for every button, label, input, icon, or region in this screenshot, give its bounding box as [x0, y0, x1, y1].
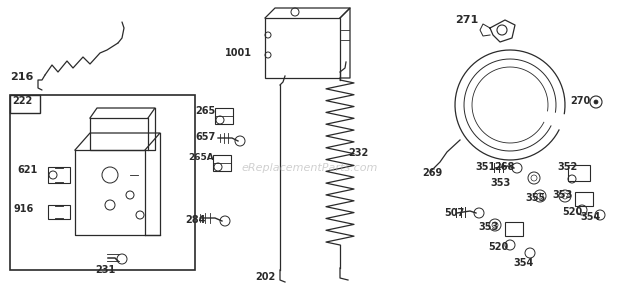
Bar — [213, 155, 231, 171]
Text: 216: 216 — [10, 72, 33, 82]
Text: 520: 520 — [488, 242, 508, 252]
Bar — [568, 165, 590, 181]
Text: 202: 202 — [255, 272, 275, 282]
Text: 232: 232 — [348, 148, 368, 158]
Bar — [10, 95, 40, 113]
Bar — [505, 222, 523, 236]
Circle shape — [594, 100, 598, 104]
Text: 353: 353 — [490, 178, 510, 188]
Text: 352: 352 — [557, 162, 577, 172]
Text: 507: 507 — [444, 208, 464, 218]
Text: 222: 222 — [12, 96, 32, 106]
Text: 284: 284 — [185, 215, 205, 225]
Bar — [215, 108, 233, 124]
Text: 265: 265 — [195, 106, 215, 116]
Text: 657: 657 — [195, 132, 215, 142]
Text: 353: 353 — [478, 222, 498, 232]
Bar — [265, 18, 340, 78]
Bar — [575, 192, 593, 206]
Text: 270: 270 — [570, 96, 590, 106]
Text: 354: 354 — [513, 258, 533, 268]
Text: 621: 621 — [17, 165, 37, 175]
Text: 231: 231 — [95, 265, 115, 275]
Text: 268: 268 — [494, 162, 515, 172]
Text: 271: 271 — [455, 15, 478, 25]
Text: 1001: 1001 — [225, 48, 252, 58]
Text: 265A: 265A — [188, 153, 214, 162]
Text: 355: 355 — [525, 193, 545, 203]
Text: 269: 269 — [422, 168, 442, 178]
Bar — [48, 167, 70, 183]
Text: 353: 353 — [552, 190, 572, 200]
Text: eReplacementParts.com: eReplacementParts.com — [242, 163, 378, 173]
Text: 354: 354 — [580, 212, 600, 222]
Bar — [48, 205, 70, 219]
Text: 351: 351 — [475, 162, 495, 172]
Text: 916: 916 — [13, 204, 33, 214]
Bar — [10, 95, 195, 270]
Text: 520: 520 — [562, 207, 582, 217]
